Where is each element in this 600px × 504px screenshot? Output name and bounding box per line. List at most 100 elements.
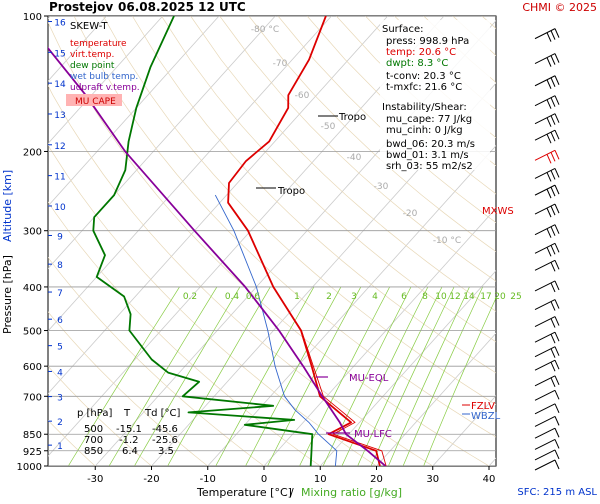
table-cell: 3.5 bbox=[158, 446, 174, 457]
mixing-ratio-label: 0.2 bbox=[183, 292, 197, 302]
mu-cape-badge-label: MU CAPE bbox=[75, 97, 116, 107]
p-tick-label: 100 bbox=[23, 12, 42, 23]
legend-wet-bulb: wet bulb temp. bbox=[70, 72, 138, 82]
y-axis-title-altitude: Altitude [km] bbox=[1, 170, 14, 242]
p-tick-label: 300 bbox=[23, 227, 42, 238]
table-cell: -1.2 bbox=[119, 435, 139, 446]
altitude-tick-label: 13 bbox=[54, 111, 65, 121]
table-cell: 6.4 bbox=[122, 446, 138, 457]
credit-text: CHMI © 2025 bbox=[522, 1, 597, 14]
mu-eql-label: MU-EQL bbox=[349, 373, 389, 384]
isotherm-label: -60 bbox=[295, 91, 310, 101]
p-tick-label: 200 bbox=[23, 147, 42, 158]
mixing-ratio-label: 10 bbox=[435, 292, 447, 302]
mixing-ratio-label: 14 bbox=[463, 292, 475, 302]
p-tick-label: 700 bbox=[23, 392, 42, 403]
isotherm-label: -70 bbox=[273, 59, 288, 69]
p-tick-label: 600 bbox=[23, 362, 42, 373]
altitude-tick-label: 2 bbox=[57, 418, 63, 428]
altitude-tick-label: 5 bbox=[57, 343, 63, 353]
surface-dwpt: dwpt: 8.3 °C bbox=[386, 58, 448, 69]
x-tick-label: -20 bbox=[143, 474, 159, 485]
mixing-ratio-label: 25 bbox=[510, 292, 521, 302]
table-header-td: Td [°C] bbox=[144, 408, 181, 419]
altitude-tick-label: 6 bbox=[57, 316, 63, 326]
altitude-tick-label: 7 bbox=[57, 289, 63, 299]
instability-bwd01: bwd_01: 3.1 m/s bbox=[386, 150, 469, 161]
isotherm-label: -40 bbox=[347, 153, 362, 163]
isotherm-label: -30 bbox=[374, 182, 389, 192]
x-tick-label: 0 bbox=[261, 474, 267, 485]
altitude-tick-label: 8 bbox=[57, 261, 63, 271]
altitude-tick-label: 10 bbox=[54, 203, 66, 213]
table-cell: 850 bbox=[84, 446, 103, 457]
p-tick-label: 850 bbox=[23, 430, 42, 441]
mixing-ratio-label: 0.4 bbox=[225, 292, 240, 302]
table-cell: 500 bbox=[84, 424, 103, 435]
table-cell: -15.1 bbox=[116, 424, 142, 435]
mxws-label: MXWS bbox=[482, 206, 514, 217]
table-cell: -25.6 bbox=[152, 435, 178, 446]
isotherm-label: -80 °C bbox=[251, 25, 279, 35]
altitude-tick-label: 16 bbox=[54, 19, 66, 29]
mixing-ratio-label: 6 bbox=[401, 292, 407, 302]
x-axis-title: Temperature [°C] bbox=[196, 486, 292, 499]
instability-bwd06: bwd_06: 20.3 m/s bbox=[386, 139, 475, 150]
x-tick-label: 20 bbox=[370, 474, 383, 485]
mixing-ratio-label: 2 bbox=[326, 292, 332, 302]
p-tick-label: 400 bbox=[23, 283, 42, 294]
table-cell: -45.6 bbox=[152, 424, 178, 435]
datetime-title: 06.08.2025 12 UTC bbox=[118, 0, 246, 14]
sfc-label: SFC: 215 m ASL bbox=[517, 487, 597, 498]
isotherm-label: -50 bbox=[321, 122, 336, 132]
table-header-t: T bbox=[123, 408, 131, 419]
legend-virt-temp: virt.temp. bbox=[70, 50, 114, 60]
altitude-tick-label: 15 bbox=[54, 49, 65, 59]
tropopause-label-upper: Tropo bbox=[338, 112, 366, 123]
p-tick-label: 1000 bbox=[17, 462, 42, 473]
table-cell: 700 bbox=[84, 435, 103, 446]
x-tick-label: -10 bbox=[200, 474, 216, 485]
legend-title: SKEW-T bbox=[70, 21, 108, 32]
surface-tconv: t-conv: 20.3 °C bbox=[386, 71, 461, 82]
surface-press: press: 998.9 hPa bbox=[386, 36, 469, 47]
altitude-tick-label: 12 bbox=[54, 142, 65, 152]
x-tick-label: -30 bbox=[87, 474, 103, 485]
instability-mucinh: mu_cinh: 0 J/kg bbox=[386, 125, 463, 136]
instability-srh03: srh_03: 55 m2/s2 bbox=[386, 161, 473, 172]
legend-dew-point: dew point bbox=[70, 61, 115, 71]
x-axis-separator: / bbox=[290, 486, 294, 499]
x-tick-label: 40 bbox=[483, 474, 496, 485]
mixing-ratio-label: 17 bbox=[480, 292, 491, 302]
table-header-p: p [hPa] bbox=[77, 408, 112, 419]
altitude-tick-label: 9 bbox=[57, 232, 63, 242]
mixing-ratio-label: 8 bbox=[422, 292, 428, 302]
altitude-tick-label: 3 bbox=[57, 394, 63, 404]
surface-title: Surface: bbox=[382, 24, 423, 35]
legend-updraft: udpraft v.temp. bbox=[70, 83, 140, 93]
surface-tmxfc: t-mxfc: 21.6 °C bbox=[386, 82, 462, 93]
altitude-tick-label: 1 bbox=[57, 442, 63, 452]
mixing-ratio-label: 1 bbox=[294, 292, 300, 302]
mixing-ratio-label: 0.6 bbox=[246, 292, 261, 302]
wbzl-label: WBZL bbox=[471, 411, 501, 422]
instability-title: Instability/Shear: bbox=[382, 102, 467, 113]
x-axis-mixing-title: Mixing ratio [g/kg] bbox=[301, 486, 402, 499]
x-tick-label: 30 bbox=[426, 474, 439, 485]
station-title: Prostejov bbox=[49, 0, 113, 14]
isotherm-label: -10 °C bbox=[433, 236, 461, 246]
mixing-ratio-label: 4 bbox=[372, 292, 378, 302]
tropopause-label-lower: Tropo bbox=[277, 186, 305, 197]
mixing-ratio-label: 12 bbox=[449, 292, 460, 302]
instability-mucape: mu_cape: 77 J/kg bbox=[386, 114, 472, 125]
legend-temperature: temperature bbox=[70, 39, 127, 49]
altitude-tick-label: 4 bbox=[57, 368, 63, 378]
surface-temp: temp: 20.6 °C bbox=[386, 47, 456, 58]
mixing-ratio-label: 20 bbox=[494, 292, 506, 302]
mixing-ratio-label: 3 bbox=[351, 292, 357, 302]
p-tick-label: 925 bbox=[23, 447, 42, 458]
altitude-tick-label: 11 bbox=[54, 173, 65, 183]
mu-lfc-label: MU-LFC bbox=[354, 429, 392, 440]
altitude-tick-label: 14 bbox=[54, 80, 66, 90]
